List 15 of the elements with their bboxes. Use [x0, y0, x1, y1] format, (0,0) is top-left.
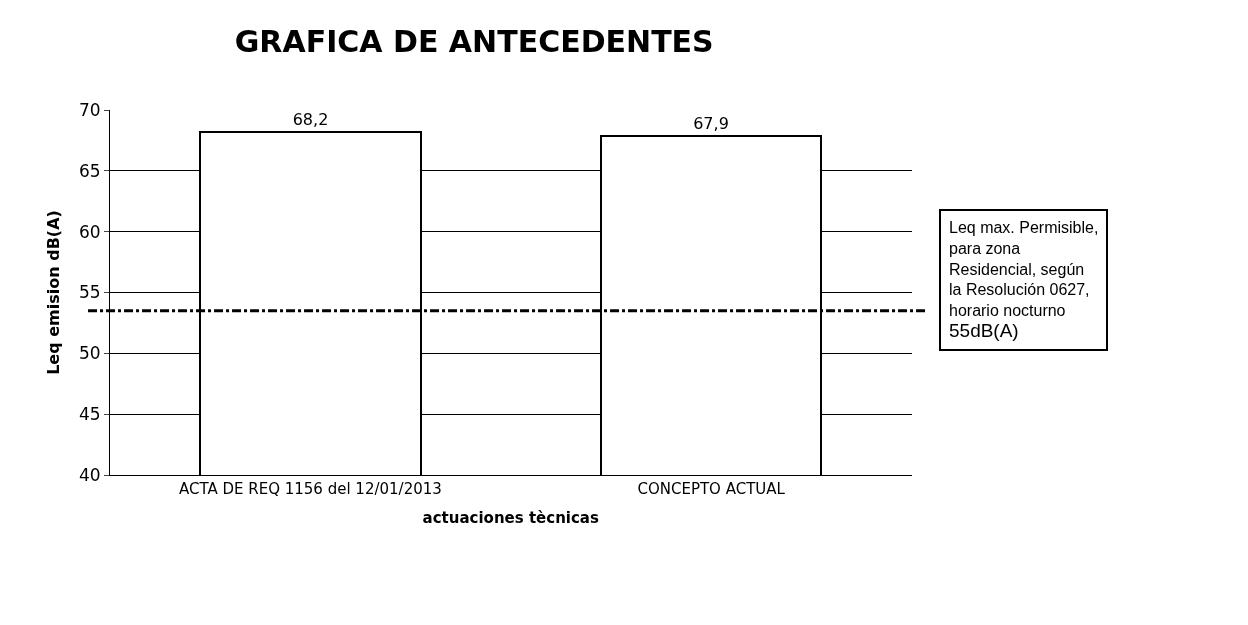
y-axis-title: Leq emision dB(A) [43, 210, 63, 375]
data-label: 68,2 [292, 110, 329, 129]
y-tick-label: 50 [78, 343, 101, 364]
x-tick-label: CONCEPTO ACTUAL [637, 480, 786, 498]
x-tick-label: ACTA DE REQ 1156 del 12/01/2013 [178, 480, 442, 498]
data-label: 67,9 [693, 114, 729, 133]
y-tick-label: 45 [78, 404, 101, 425]
chart-title: GRAFICA DE ANTECEDENTES [234, 24, 714, 60]
y-tick-label: 55 [78, 282, 101, 303]
y-tick-label: 60 [78, 221, 101, 242]
y-tick-label: 70 [78, 99, 101, 120]
x-axis-title: actuaciones tècnicas [422, 509, 599, 527]
y-tick-label: 40 [78, 464, 101, 485]
y-tick-label: 65 [78, 160, 101, 181]
ref-line-label: Leq max. Permisible, para zona Residencial, según la Resolución 0627, horario nocturno 55dB(A) [949, 219, 1099, 341]
